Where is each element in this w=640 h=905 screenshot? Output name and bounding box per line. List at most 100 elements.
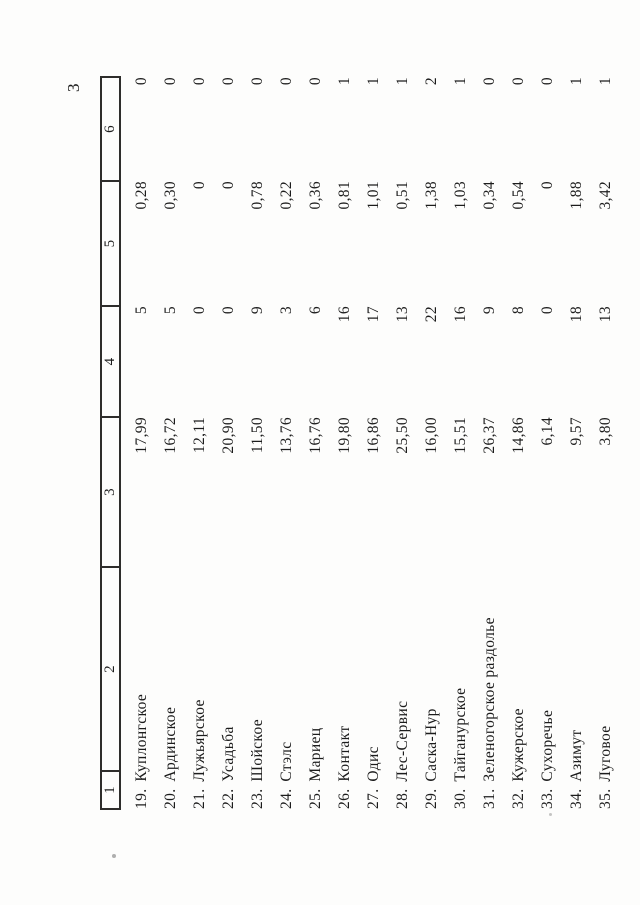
cell-col5: 1,03 [451, 181, 469, 210]
row-name: Саска-Нур [422, 708, 440, 782]
row-number: 20. [161, 788, 179, 809]
cell-col3: 16,86 [364, 417, 382, 454]
table-header-row: 1 2 3 4 5 6 [101, 77, 120, 809]
cell-col6: 2 [422, 77, 440, 86]
cell-col6: 1 [335, 77, 353, 86]
cell-col5: 0,78 [248, 181, 266, 210]
cell-col6: 1 [596, 77, 614, 86]
cell-col6: 0 [480, 77, 498, 86]
row-number: 30. [451, 788, 469, 809]
header-cell-4: 4 [101, 306, 120, 417]
table-row: 21. Лужьярское 12,11 0 0 0 [185, 77, 214, 809]
row-number: 32. [509, 788, 527, 809]
row-number: 33. [538, 788, 556, 809]
cell-col4: 9 [248, 306, 266, 315]
header-cell-3: 3 [101, 417, 120, 567]
table-row: 26. Контакт 19,80 16 0,81 1 [330, 77, 359, 809]
row-name: Контакт [335, 725, 353, 782]
table-row: 19. Куплонгское 17,99 5 0,28 0 [120, 77, 156, 809]
row-number: 29. [422, 788, 440, 809]
cell-col5: 0,28 [132, 181, 150, 210]
row-name-cell: 31. Зеленогорское раздолье [475, 567, 504, 809]
table-row: 30. Тайганурское 15,51 16 1,03 1 [446, 77, 475, 809]
cell-col5: 1,38 [422, 181, 440, 210]
cell-col3: 16,76 [306, 417, 324, 454]
cell-col3: 16,72 [161, 417, 179, 454]
table-row: 31. Зеленогорское раздолье 26,37 9 0,34 0 [475, 77, 504, 809]
table-row: 35. Луговое 3,80 13 3,42 1 [591, 77, 620, 809]
cell-col5: 0,81 [335, 181, 353, 210]
header-cell-2: 2 [101, 567, 120, 771]
cell-col6: 0 [509, 77, 527, 86]
row-name: Азимут [567, 729, 585, 782]
row-name-cell: 23. Шойское [243, 567, 272, 809]
row-name: Мариец [306, 727, 324, 782]
table-row: 22. Усадьба 20,90 0 0 0 [214, 77, 243, 809]
cell-col6: 0 [277, 77, 295, 86]
row-name-cell: 35. Луговое [591, 567, 620, 809]
cell-col4: 22 [422, 306, 440, 323]
cell-col3: 12,11 [190, 417, 208, 454]
table-row: 32. Кужерское 14,86 8 0,54 0 [504, 77, 533, 809]
row-number: 34. [567, 788, 585, 809]
cell-col4: 0 [190, 306, 208, 315]
row-name-cell: 27. Одис [359, 567, 388, 809]
row-name-cell: 33. Сухоречье [533, 567, 562, 809]
cell-col4: 0 [219, 306, 237, 315]
row-name-cell: 30. Тайганурское [446, 567, 475, 809]
cell-col3: 3,80 [596, 417, 614, 446]
row-number: 24. [277, 788, 295, 809]
row-number: 27. [364, 788, 382, 809]
row-name: Стэлс [277, 741, 295, 782]
cell-col4: 9 [480, 306, 498, 315]
header-cell-5: 5 [101, 181, 120, 306]
cell-col3: 6,14 [538, 417, 556, 446]
row-name: Лес-Сервис [393, 700, 411, 782]
row-name: Кужерское [509, 708, 527, 782]
cell-col4: 5 [161, 306, 179, 315]
row-name-cell: 32. Кужерское [504, 567, 533, 809]
row-number: 19. [132, 788, 150, 809]
cell-col5: 0,34 [480, 181, 498, 210]
cell-col5: 0,22 [277, 181, 295, 210]
row-name-cell: 22. Усадьба [214, 567, 243, 809]
table-row: 34. Азимут 9,57 18 1,88 1 [562, 77, 591, 809]
cell-col6: 0 [248, 77, 266, 86]
row-number: 22. [219, 788, 237, 809]
cell-col6: 0 [219, 77, 237, 86]
row-number: 25. [306, 788, 324, 809]
row-name-cell: 24. Стэлс [272, 567, 301, 809]
cell-col5: 3,42 [596, 181, 614, 210]
row-name: Лужьярское [190, 699, 208, 782]
cell-col4: 16 [335, 306, 353, 323]
cell-col6: 1 [393, 77, 411, 86]
cell-col5: 1,88 [567, 181, 585, 210]
row-name: Одис [364, 746, 382, 782]
table-row: 28. Лес-Сервис 25,50 13 0,51 1 [388, 77, 417, 809]
cell-col6: 1 [567, 77, 585, 86]
cell-col3: 20,90 [219, 417, 237, 454]
table-row: 25. Мариец 16,76 6 0,36 0 [301, 77, 330, 809]
cell-col5: 0,54 [509, 181, 527, 210]
cell-col4: 8 [509, 306, 527, 315]
cell-col3: 19,80 [335, 417, 353, 454]
cell-col5: 0 [538, 181, 556, 190]
cell-col5: 1,01 [364, 181, 382, 210]
row-name: Зеленогорское раздолье [480, 617, 498, 782]
row-number: 26. [335, 788, 353, 809]
row-name-cell: 34. Азимут [562, 567, 591, 809]
cell-col4: 17 [364, 306, 382, 323]
cell-col6: 0 [190, 77, 208, 86]
table-row: 23. Шойское 11,50 9 0,78 0 [243, 77, 272, 809]
header-cell-6: 6 [101, 77, 120, 181]
cell-col3: 11,50 [248, 417, 266, 454]
row-number: 35. [596, 788, 614, 809]
cell-col3: 14,86 [509, 417, 527, 454]
cell-col5: 0 [219, 181, 237, 190]
cell-col4: 18 [567, 306, 585, 323]
table-row: 33. Сухоречье 6,14 0 0 0 [533, 77, 562, 809]
cell-col4: 5 [132, 306, 150, 315]
cell-col6: 0 [132, 77, 150, 86]
row-name: Шойское [248, 718, 266, 782]
